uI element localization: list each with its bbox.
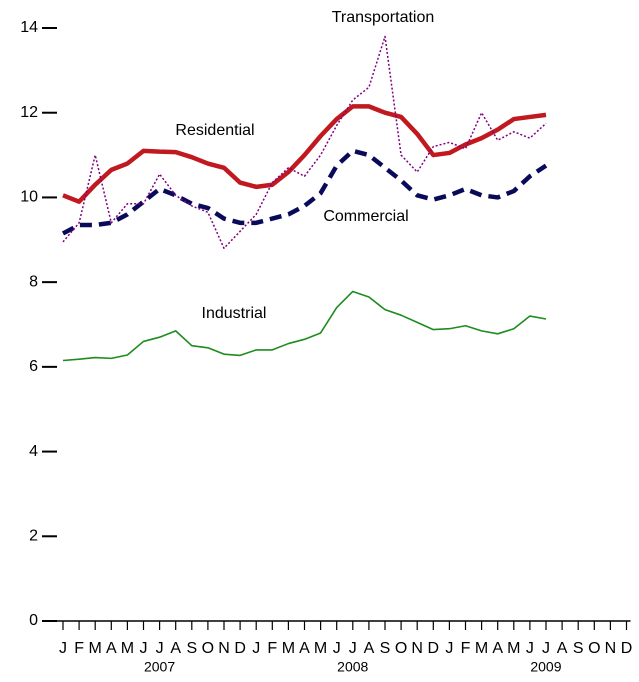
x-tick-label: A: [492, 640, 503, 657]
x-tick-label: M: [507, 640, 520, 657]
year-label: 2008: [337, 659, 368, 675]
year-label: 2009: [530, 659, 561, 675]
series-label: Industrial: [202, 305, 267, 322]
x-tick-label: O: [395, 640, 407, 657]
x-tick-label: N: [605, 640, 617, 657]
x-tick-label: O: [588, 640, 600, 657]
y-tick-label: 10: [20, 189, 38, 206]
x-tick-label: N: [218, 640, 230, 657]
x-tick-label: A: [557, 640, 568, 657]
x-tick-label: A: [364, 640, 375, 657]
x-tick-label: M: [282, 640, 295, 657]
x-tick-label: O: [202, 640, 214, 657]
x-tick-label: D: [234, 640, 246, 657]
x-tick-label: F: [461, 640, 471, 657]
series-line: [62, 290, 547, 362]
y-tick-label: 4: [29, 443, 38, 460]
x-tick-label: J: [542, 640, 550, 657]
x-tick-label: J: [349, 640, 357, 657]
y-tick-label: 12: [20, 104, 38, 121]
y-tick-label: 14: [20, 19, 38, 36]
x-tick-label: J: [59, 640, 67, 657]
series-label: Transportation: [332, 9, 435, 26]
x-tick-label: M: [121, 640, 134, 657]
x-tick-label: J: [333, 640, 341, 657]
x-tick-label: M: [314, 640, 327, 657]
x-tick-label: N: [411, 640, 423, 657]
series-label: Residential: [175, 122, 254, 139]
x-tick-label: M: [475, 640, 488, 657]
x-tick-label: S: [380, 640, 391, 657]
x-tick-label: J: [526, 640, 534, 657]
y-tick-label: 6: [29, 358, 38, 375]
series-line: [62, 35, 547, 250]
y-tick-label: 0: [29, 612, 38, 629]
series-label: Commercial: [323, 208, 408, 225]
y-tick-label: 8: [29, 273, 38, 290]
x-tick-label: A: [170, 640, 181, 657]
x-tick-label: J: [156, 640, 164, 657]
x-tick-label: S: [573, 640, 584, 657]
x-tick-label: M: [89, 640, 102, 657]
year-label: 2007: [144, 659, 175, 675]
x-tick-label: F: [74, 640, 84, 657]
x-tick-label: S: [186, 640, 197, 657]
series-line: [62, 104, 547, 204]
x-tick-label: J: [140, 640, 148, 657]
x-tick-label: A: [106, 640, 117, 657]
x-tick-label: F: [267, 640, 277, 657]
y-tick-label: 2: [29, 528, 38, 545]
x-tick-label: J: [252, 640, 260, 657]
x-tick-label: A: [299, 640, 310, 657]
series-line: [61, 148, 548, 236]
x-tick-label: J: [445, 640, 453, 657]
x-tick-label: D: [428, 640, 440, 657]
x-tick-label: D: [621, 640, 633, 657]
